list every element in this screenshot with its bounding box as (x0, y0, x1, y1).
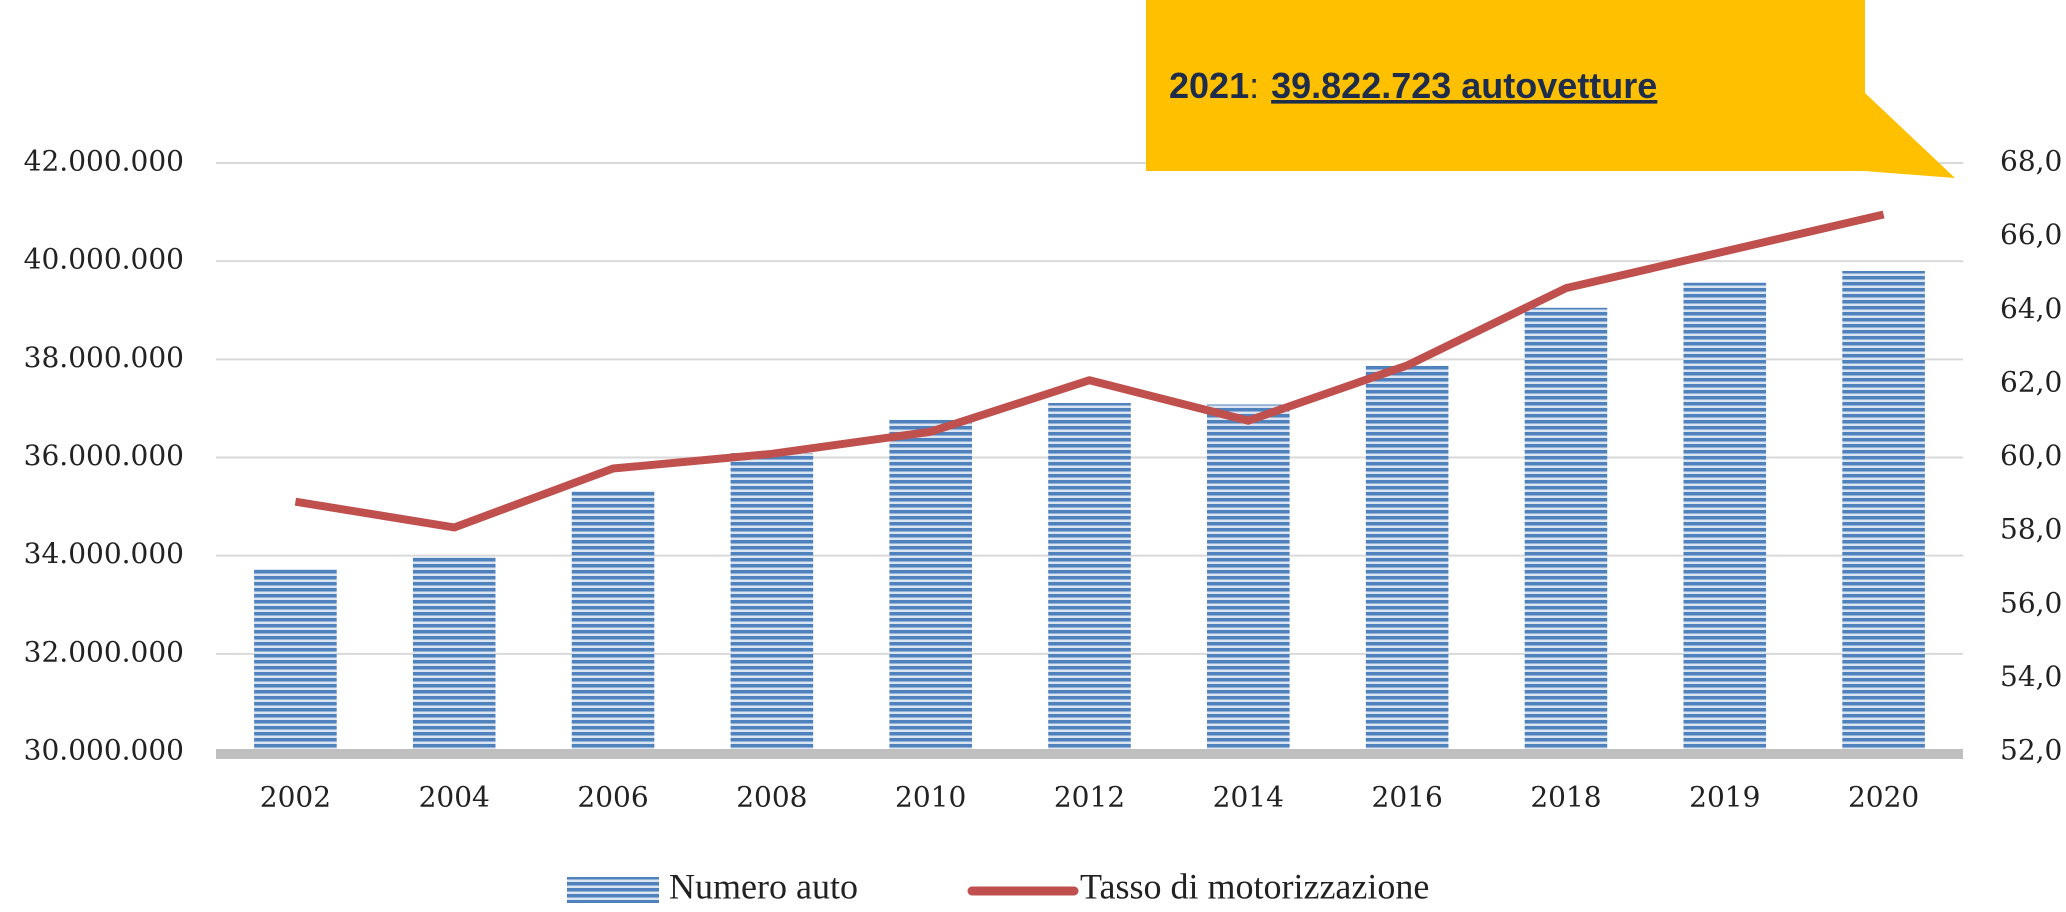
callout-value: 39.822.723 autovetture (1271, 65, 1657, 106)
callout-text: 2021: 39.822.723 autovetture (1169, 65, 1657, 106)
bar (1683, 282, 1767, 752)
callout-separator: : (1249, 65, 1259, 106)
y2-tick-label: 66,0 (2000, 218, 2062, 251)
y-tick-label: 34.000.000 (24, 537, 184, 570)
bar (1524, 307, 1608, 752)
y2-tick-label: 58,0 (2000, 513, 2062, 546)
legend-label: Tasso di motorizzazione (1080, 866, 1429, 906)
y-tick-label: 30.000.000 (24, 734, 184, 767)
y2-tick-label: 64,0 (2000, 292, 2062, 325)
bar (1048, 403, 1131, 752)
marks: 2002 2004 2006 2008 2010 2012 2014 2016 2018 2019… (216, 210, 1963, 814)
y-tick-label: 38.000.000 (24, 341, 184, 374)
y-tick-label: 32.000.000 (24, 635, 184, 668)
y-tick-label: 42.000.000 (24, 145, 184, 178)
bar (889, 419, 972, 752)
x-tick-label: 2012 (1054, 781, 1125, 814)
x-tick-label: 2010 (895, 781, 966, 814)
x-tick-label: 2020 (1848, 781, 1919, 814)
y2-tick-label: 54,0 (2000, 660, 2062, 693)
callout-tail (1864, 92, 1955, 178)
y2-tick-label: 60,0 (2000, 439, 2062, 472)
x-tick-label: 2006 (577, 781, 648, 814)
y2-tick-label: 68,0 (2000, 145, 2062, 178)
bar (730, 453, 814, 752)
y2-tick-label: 62,0 (2000, 365, 2062, 398)
y-tick-label: 36.000.000 (24, 439, 184, 472)
bar (1365, 365, 1449, 752)
x-tick-label: 2019 (1689, 781, 1760, 814)
legend: Numero auto Tasso di motorizzazione (567, 866, 1429, 906)
callout: 2021: 39.822.723 autovetture (1146, 0, 1955, 178)
bar (254, 568, 337, 752)
y2-tick-label: 56,0 (2000, 586, 2062, 619)
x-tick-label: 2008 (736, 781, 807, 814)
y-tick-label: 40.000.000 (24, 243, 184, 276)
x-tick-label: 2002 (260, 781, 331, 814)
y2-tick-label: 52,0 (2000, 734, 2062, 767)
x-tick-label: 2004 (419, 781, 490, 814)
legend-label: Numero auto (669, 866, 858, 906)
x-tick-label: 2016 (1372, 781, 1443, 814)
x-tick-label: 2018 (1530, 781, 1601, 814)
bar (1842, 270, 1925, 752)
line (294, 210, 1885, 532)
legend-swatch (567, 877, 659, 903)
callout-box (1146, 0, 1865, 171)
bar (1207, 404, 1290, 752)
bar (571, 490, 655, 752)
callout-year: 2021 (1169, 65, 1249, 106)
bar (412, 557, 496, 752)
x-tick-label: 2014 (1213, 781, 1284, 814)
